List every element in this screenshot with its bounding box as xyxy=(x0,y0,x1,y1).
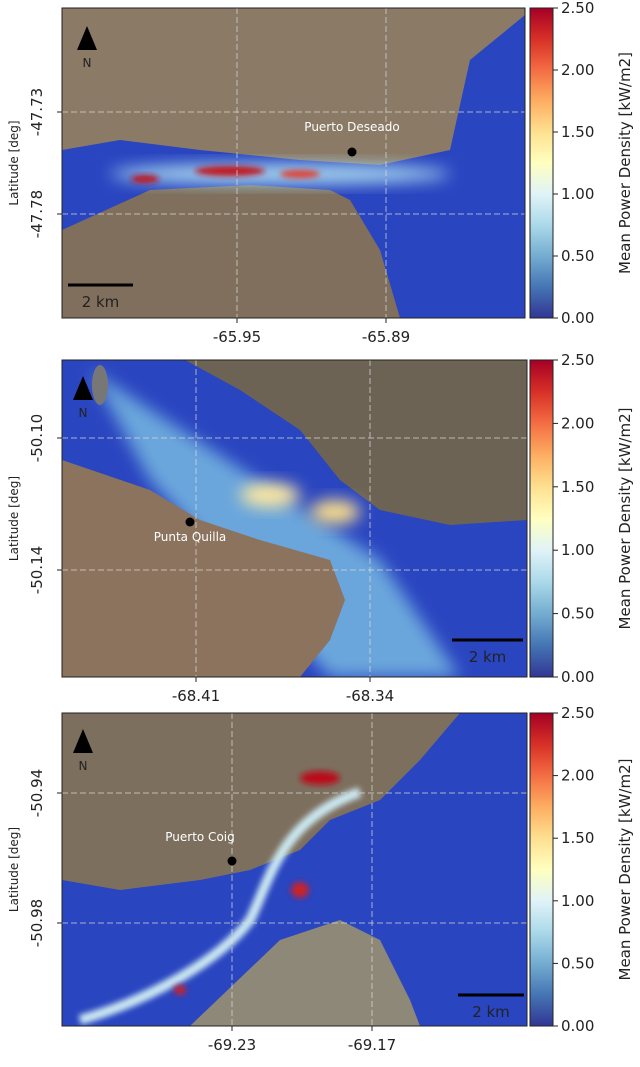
colorbar-label: Mean Power Density [kW/m2] xyxy=(616,759,634,981)
colorbar-tick-label: 2.00 xyxy=(561,767,594,785)
scale-bar-label: 2 km xyxy=(82,293,120,311)
place-marker xyxy=(186,518,195,527)
colorbar-tick-label: 1.00 xyxy=(561,892,594,910)
scale-bar-label: 2 km xyxy=(472,1003,510,1021)
colorbar-tick-label: 2.50 xyxy=(561,351,594,369)
scale-bar-label: 2 km xyxy=(469,648,507,666)
y-tick-label: -50.14 xyxy=(28,546,46,594)
figure: -47.73 -47.78 -65.95 -65.89 Latitude [deg] Pu… xyxy=(0,0,640,1063)
y-axis-label: Latitude [deg] xyxy=(7,827,21,912)
colorbar-tick-label: 2.00 xyxy=(561,61,594,79)
map-3 xyxy=(62,713,527,1026)
colorbar-tick-label: 0.50 xyxy=(561,954,594,972)
colorbar-tick-label: 1.50 xyxy=(561,123,594,141)
colorbar-tick-label: 1.50 xyxy=(561,478,594,496)
y-tick-label: -47.73 xyxy=(28,88,46,136)
colorbar-tick-label: 1.50 xyxy=(561,829,594,847)
y-tick-label: -50.98 xyxy=(28,899,46,947)
colorbar-tick-label: 0.00 xyxy=(561,309,594,327)
map-2 xyxy=(62,360,527,677)
north-label: N xyxy=(83,56,92,70)
colorbar-tick-label: 0.00 xyxy=(561,668,594,686)
place-marker xyxy=(228,857,237,866)
x-tick-label: -65.95 xyxy=(213,328,261,346)
colorbar-tick-label: 0.00 xyxy=(561,1017,594,1035)
y-axis-label: Latitude [deg] xyxy=(7,120,21,205)
place-marker xyxy=(348,148,357,157)
colorbar xyxy=(530,360,553,677)
y-tick-label: -50.10 xyxy=(28,414,46,462)
x-tick-label: -69.23 xyxy=(208,1036,256,1054)
colorbar-tick-label: 2.50 xyxy=(561,704,594,722)
north-label: N xyxy=(79,406,88,420)
place-label: Puerto Deseado xyxy=(304,120,399,134)
colorbar-label: Mean Power Density [kW/m2] xyxy=(616,52,634,274)
map-1 xyxy=(62,8,525,318)
y-tick-label: -47.78 xyxy=(28,190,46,238)
colorbar xyxy=(530,8,553,318)
x-tick-label: -65.89 xyxy=(362,328,410,346)
colorbar-tick-label: 1.00 xyxy=(561,185,594,203)
x-tick-label: -68.41 xyxy=(172,687,220,705)
colorbar-tick-label: 2.00 xyxy=(561,414,594,432)
colorbar xyxy=(530,713,553,1026)
place-label: Punta Quilla xyxy=(154,530,227,544)
y-axis-label: Latitude [deg] xyxy=(7,476,21,561)
north-label: N xyxy=(79,759,88,773)
x-tick-label: -69.17 xyxy=(348,1036,396,1054)
x-tick-label: -68.34 xyxy=(346,687,394,705)
y-tick-label: -50.94 xyxy=(28,769,46,817)
place-label: Puerto Coig xyxy=(165,830,234,844)
colorbar-tick-label: 0.50 xyxy=(561,247,594,265)
colorbar-label: Mean Power Density [kW/m2] xyxy=(616,408,634,630)
colorbar-tick-label: 2.50 xyxy=(561,0,594,17)
colorbar-tick-label: 0.50 xyxy=(561,605,594,623)
colorbar-tick-label: 1.00 xyxy=(561,541,594,559)
